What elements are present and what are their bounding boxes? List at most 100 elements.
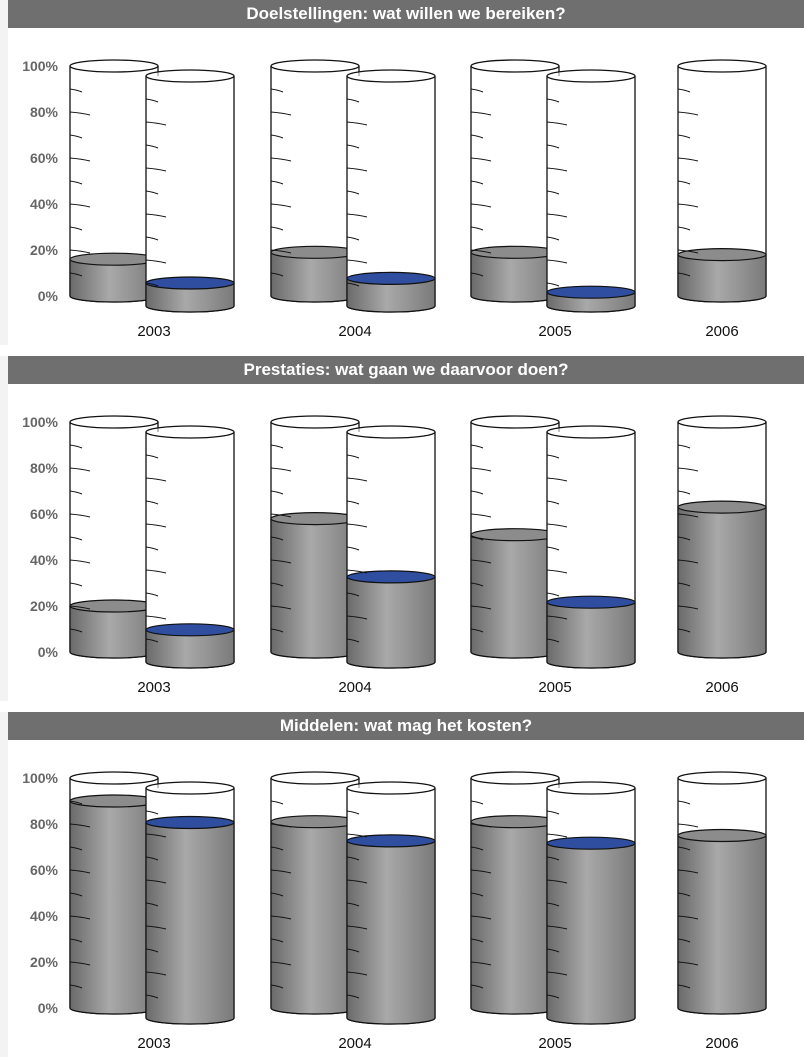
y-tick-label: 40% [30,552,59,568]
liquid-fill [145,821,235,1025]
y-tick-label: 60% [30,506,59,522]
liquid-surface [677,828,767,843]
cylinder-rim [546,69,636,83]
cylinder-rim [270,415,360,429]
x-tick-label: 2003 [137,1035,170,1052]
cylinder-rim [470,59,560,73]
cylinder-back-2005 [470,59,560,303]
y-tick-label: 20% [30,242,59,258]
liquid-fill [677,254,767,303]
cylinder-front-2003 [145,69,235,313]
cylinder-front-2004 [346,69,436,313]
liquid-surface [346,834,436,848]
y-tick-label: 80% [30,816,59,832]
cylinder-rim [270,59,360,73]
y-tick-label: 80% [30,104,59,120]
cylinder-back-2004 [270,415,360,659]
liquid-fill [677,834,767,1015]
x-tick-label: 2003 [137,323,170,340]
cylinder-back-2006 [677,59,767,303]
cylinder-back-2004 [270,771,360,1015]
y-tick-label: 40% [30,908,59,924]
liquid-fill [546,601,636,669]
y-tick-label: 60% [30,150,59,166]
cylinder-rim [346,781,436,795]
cylinder-front-2004 [346,781,436,1025]
cylinder-back-2003 [69,59,159,303]
cylinder-rim [270,771,360,785]
chart-panel-doelstellingen: Doelstellingen: wat willen we bereiken? … [0,0,804,345]
cylinder-chart-prestaties: 0% 20% 40% 60% 80% 100% 2003 2004 2005 2006 [22,414,767,696]
cylinder-rim [546,425,636,439]
liquid-surface [677,500,767,514]
liquid-surface [145,815,235,830]
y-tick-label: 20% [30,598,59,614]
chart-panel-prestaties: Prestaties: wat gaan we daarvoor doen? 0… [0,356,804,701]
liquid-surface [270,245,360,259]
liquid-surface [546,836,636,850]
x-tick-label: 2004 [338,679,371,696]
x-tick-label: 2003 [137,679,170,696]
cylinder-rim [346,69,436,83]
liquid-surface [145,623,235,637]
cylinder-rim [145,781,235,795]
liquid-surface [470,528,560,542]
liquid-surface [69,252,159,266]
y-tick-label: 0% [38,1000,59,1016]
liquid-fill [470,251,560,303]
chart-title: Middelen: wat mag het kosten? [279,716,533,735]
cylinder-rim [677,59,767,73]
liquid-surface [546,285,636,299]
cylinder-chart-doelstellingen: 0% 20% 40% 60% 80% 100% 2003 2004 2005 2006 [22,58,767,340]
y-tick-label: 80% [30,460,59,476]
cylinder-rim [69,771,159,785]
liquid-surface [677,248,767,262]
x-tick-label: 2006 [705,1035,738,1052]
cylinder-rim [470,771,560,785]
cylinder-front-2004 [346,425,436,669]
liquid-fill [346,576,436,669]
liquid-surface [69,599,159,613]
chart-title: Prestaties: wat gaan we daarvoor doen? [243,360,569,379]
cylinder-rim [69,415,159,429]
chart-panel-middelen: Middelen: wat mag het kosten? 0% 20% 40% 60… [0,712,804,1057]
cylinder-back-2006 [677,771,767,1015]
liquid-fill [145,282,235,313]
chart-title: Doelstellingen: wat willen we bereiken? [246,4,566,23]
liquid-surface [470,245,560,259]
x-tick-label: 2006 [705,323,738,340]
panel-header: Doelstellingen: wat willen we bereiken? [8,0,804,28]
y-tick-label: 100% [22,58,58,74]
cylinder-front-2005 [546,69,636,313]
cylinder-back-2003 [69,771,159,1015]
liquid-surface [346,570,436,584]
x-tick-label: 2006 [705,679,738,696]
y-tick-label: 40% [30,196,59,212]
y-tick-label: 100% [22,414,58,430]
liquid-surface [270,512,360,526]
liquid-fill [69,800,159,1015]
liquid-fill [346,277,436,313]
x-tick-label: 2004 [338,1035,371,1052]
cylinder-chart-middelen: 0% 20% 40% 60% 80% 100% 2003 2004 2005 2006 [22,770,767,1052]
cylinder-rim [346,425,436,439]
x-tick-label: 2005 [538,679,571,696]
panel-header: Prestaties: wat gaan we daarvoor doen? [8,356,804,384]
cylinder-back-2005 [470,771,560,1015]
cylinder-back-2005 [470,415,560,659]
y-tick-label: 0% [38,644,59,660]
cylinder-back-2004 [270,59,360,303]
cylinder-front-2003 [145,425,235,669]
liquid-fill [270,251,360,303]
cylinder-rim [677,415,767,429]
x-tick-label: 2005 [538,323,571,340]
y-tick-label: 20% [30,954,59,970]
cylinder-rim [677,771,767,785]
x-tick-label: 2004 [338,323,371,340]
liquid-fill [69,605,159,659]
cylinder-front-2005 [546,781,636,1025]
liquid-surface [145,276,235,290]
liquid-surface [346,271,436,285]
liquid-fill [546,842,636,1025]
